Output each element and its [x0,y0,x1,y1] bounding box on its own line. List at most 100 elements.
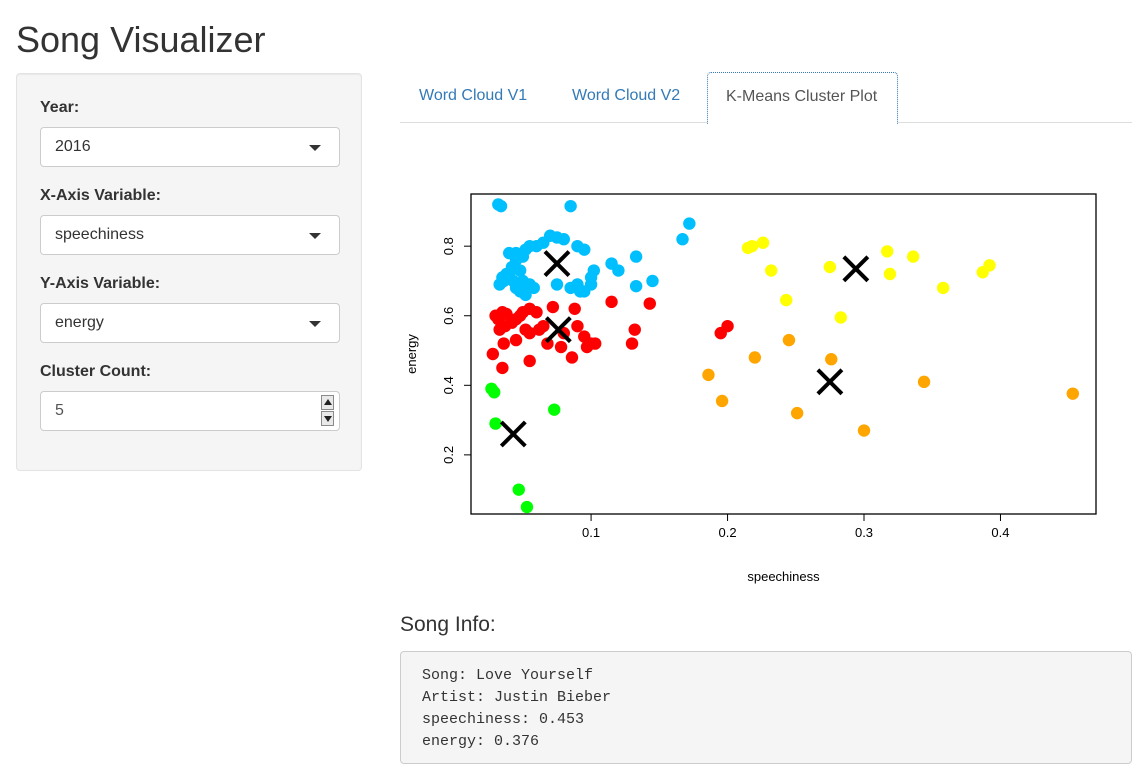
tab-word-cloud-v1[interactable]: Word Cloud V1 [419,87,528,104]
data-point-red[interactable] [523,354,536,368]
cluster-count-value: 5 [55,402,64,419]
x-axis-select[interactable]: speechiness [40,215,340,255]
data-point-cyan[interactable] [629,279,643,293]
data-point-yellow[interactable] [936,281,950,295]
data-point-yellow[interactable] [906,250,920,263]
data-point-cyan[interactable] [584,278,598,291]
song-info-x-value: speechiness: 0.453 [422,711,585,728]
data-point-yellow[interactable] [823,260,837,274]
data-point-green[interactable] [548,403,561,416]
year-select-value: 2016 [55,138,91,155]
data-point-green[interactable] [520,500,534,514]
data-point-red[interactable] [568,302,581,315]
x-axis-select-value: speechiness [55,226,144,243]
data-point-red[interactable] [721,319,734,333]
data-point-cyan[interactable] [683,217,696,230]
x-tick-label: 0.1 [582,525,600,540]
year-select[interactable]: 2016 [40,127,340,167]
spin-down-button[interactable] [321,411,334,426]
data-point-red[interactable] [509,333,523,347]
data-point-yellow[interactable] [765,264,778,277]
x-tick-label: 0.2 [719,525,737,540]
data-point-cyan[interactable] [578,243,591,256]
data-point-green[interactable] [487,386,501,399]
y-axis-select[interactable]: energy [40,303,340,343]
data-point-cyan[interactable] [612,264,625,277]
y-tick-label: 0.6 [441,307,456,325]
data-point-red[interactable] [554,340,568,354]
data-point-yellow[interactable] [780,293,793,307]
tab-word-cloud-v2[interactable]: Word Cloud V2 [572,87,681,104]
data-point-yellow[interactable] [756,236,770,249]
data-point-red[interactable] [486,347,500,361]
data-point-yellow[interactable] [983,259,996,272]
data-point-orange[interactable] [857,424,871,437]
spin-up-button[interactable] [321,395,334,410]
data-point-orange[interactable] [1066,387,1080,400]
data-point-orange[interactable] [825,353,838,366]
data-point-cyan[interactable] [519,243,532,256]
data-point-cyan[interactable] [550,278,564,291]
data-point-cyan[interactable] [564,199,577,213]
tab-bar: Word Cloud V1 Word Cloud V2 K-Means Clus… [400,72,1132,124]
data-point-orange[interactable] [702,368,715,382]
data-point-red[interactable] [605,295,618,309]
data-point-orange[interactable] [917,375,931,389]
data-point-yellow[interactable] [881,245,894,258]
data-point-red[interactable] [580,340,594,354]
data-point-red[interactable] [533,323,546,336]
y-axis-title: energy [404,334,419,374]
data-point-green[interactable] [512,483,525,496]
cluster-center-marker [816,368,844,396]
data-point-red[interactable] [546,300,560,314]
data-point-red[interactable] [498,319,512,333]
data-point-cyan[interactable] [587,264,601,277]
x-tick-label: 0.3 [855,525,873,540]
data-point-cyan[interactable] [494,199,508,213]
data-point-orange[interactable] [748,351,762,364]
data-point-cyan[interactable] [519,288,532,302]
kmeans-scatter-plot[interactable]: 0.1 0.2 0.3 0.4 0.2 0.4 0.6 0.8 speechiness en… [400,130,1130,600]
y-axis-select-value: energy [55,314,104,331]
data-point-orange[interactable] [782,333,796,347]
data-point-red[interactable] [497,337,510,350]
data-point-red[interactable] [625,337,639,350]
chevron-down-icon [309,145,321,151]
data-point-cyan[interactable] [509,253,523,267]
data-point-orange[interactable] [715,394,729,408]
data-point-yellow[interactable] [883,267,897,281]
data-point-red[interactable] [523,326,536,340]
song-info-box: Song: Love Yourself Artist: Justin Biebe… [400,651,1132,764]
data-point-yellow[interactable] [745,239,759,253]
cluster-count-label: Cluster Count: [40,363,152,380]
data-point-cyan[interactable] [527,281,540,295]
cluster-center-marker [544,316,572,344]
cluster-center-marker [842,255,870,283]
data-point-red[interactable] [628,323,641,336]
data-point-yellow[interactable] [834,311,848,324]
data-point-orange[interactable] [790,406,804,420]
arrow-up-icon [324,399,332,405]
data-point-cyan[interactable] [629,250,643,263]
data-point-red[interactable] [565,351,579,364]
data-point-cyan[interactable] [557,233,570,246]
y-tick-label: 0.2 [441,446,456,464]
data-point-red[interactable] [571,319,584,333]
data-point-cyan[interactable] [676,233,689,246]
year-label: Year: [40,99,80,116]
x-tick-label: 0.4 [991,525,1009,540]
song-info-song: Song: Love Yourself [422,667,594,684]
tab-kmeans-cluster-plot[interactable]: K-Means Cluster Plot [707,72,898,124]
data-point-red[interactable] [541,337,554,350]
data-point-cyan[interactable] [513,264,527,277]
data-point-cyan[interactable] [507,274,520,288]
data-point-green[interactable] [489,417,502,430]
data-point-red[interactable] [530,306,543,319]
data-point-red[interactable] [496,361,509,375]
chevron-down-icon [309,233,321,239]
data-point-red[interactable] [643,297,656,310]
chevron-down-icon [309,321,321,327]
data-point-cyan[interactable] [646,274,659,288]
cluster-count-input[interactable]: 5 [40,391,340,431]
data-point-cyan[interactable] [564,281,577,295]
